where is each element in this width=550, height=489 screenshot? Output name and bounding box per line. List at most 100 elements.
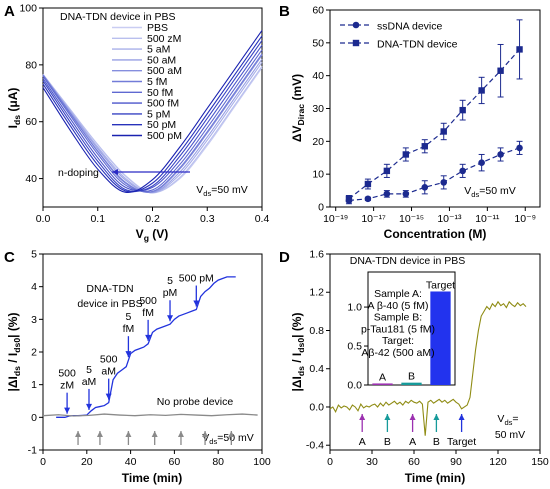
bar-label: B <box>408 371 415 383</box>
y-tick-label: 100 <box>19 3 37 15</box>
panel-letter: D <box>279 249 290 266</box>
data-line <box>348 49 520 200</box>
marker <box>459 167 466 175</box>
legend-label: 5 fM <box>147 76 167 88</box>
bar <box>372 383 393 385</box>
annotation-note: n-doping <box>58 167 99 179</box>
text-part: =50 mV <box>211 184 247 196</box>
text-part: / I <box>290 353 304 366</box>
arrow-head <box>112 169 118 175</box>
panel-letter: A <box>4 3 15 20</box>
text-part: ds <box>203 189 211 198</box>
arrow-head <box>177 431 184 437</box>
x-tick-label: 120 <box>489 456 507 468</box>
legend-label: DNA-TDN device <box>377 39 458 51</box>
data-line <box>42 53 263 193</box>
bar <box>401 382 422 385</box>
addition-label: aM <box>101 366 116 378</box>
addition-arrow <box>85 388 92 410</box>
x-axis-label: Concentration (M) <box>384 227 487 241</box>
annotation-title: DNA-TDN <box>86 283 133 295</box>
text-part: V <box>202 432 209 444</box>
control-arrow <box>202 431 209 445</box>
x-tick-label: 10⁻¹⁵ <box>399 213 424 225</box>
inset-note: p-Tau181 (5 fM) <box>361 323 435 335</box>
legend-marker <box>352 21 360 29</box>
panel-letter: B <box>279 3 290 20</box>
arrow-head <box>359 414 366 420</box>
control-arrow <box>177 431 184 445</box>
inset-note: Target: <box>382 335 414 347</box>
marker <box>345 195 353 202</box>
control-arrow <box>75 431 82 445</box>
arrow-head <box>228 431 235 437</box>
x-tick-label: 150 <box>531 456 549 468</box>
addition-arrow <box>167 300 174 322</box>
addition-label: zM <box>60 380 74 392</box>
text-part: |ΔI <box>290 376 304 391</box>
marker <box>421 184 429 191</box>
y-tick-label: 60 <box>312 5 324 17</box>
y-tick-label: 0.0 <box>309 401 324 413</box>
annotation-condition: Vds= <box>497 413 518 427</box>
y-axis-label: |ΔIds / Ids0| (%) <box>6 313 22 392</box>
data-line <box>348 147 520 202</box>
text-part: V <box>464 185 471 197</box>
y-tick-label: 0.8 <box>309 325 324 337</box>
x-tick-label: 0.3 <box>200 213 215 225</box>
inset-title: DNA-TDN device in PBS <box>350 255 466 267</box>
plot-frame <box>329 253 541 451</box>
doping-arrow <box>112 169 190 175</box>
addition-arrow <box>105 378 112 400</box>
legend-label: 5 aM <box>147 44 170 56</box>
arrow-head <box>85 403 92 410</box>
addition-label: fM <box>142 307 154 319</box>
addition-label: 500 <box>100 354 118 366</box>
y-tick-label: 0 <box>31 412 37 424</box>
injection-label: B <box>433 436 440 448</box>
legend-label: 5 pM <box>147 108 170 120</box>
data-line <box>42 40 263 193</box>
marker <box>402 151 410 158</box>
y-tick-label: 50 <box>312 37 324 49</box>
data-line <box>329 300 527 436</box>
y-tick-label: 40 <box>312 70 324 82</box>
legend-label: 500 zM <box>147 33 181 45</box>
legend-label: 500 pM <box>147 130 182 142</box>
marker <box>478 159 485 166</box>
text-part: g <box>144 233 149 243</box>
control-arrow <box>228 431 235 445</box>
text-part: Dirac <box>296 104 306 126</box>
text-part: ΔV <box>290 125 304 142</box>
y-tick-label: 10 <box>312 169 324 181</box>
addition-label: 5 <box>167 275 173 287</box>
y-tick-label: 4 <box>31 281 37 293</box>
addition-label: 5 <box>86 364 92 376</box>
arrow-head <box>75 431 82 437</box>
text-part: I <box>6 125 20 128</box>
marker <box>497 67 504 74</box>
legend-label: 50 aM <box>147 54 176 66</box>
x-tick-label: 0.0 <box>36 213 51 225</box>
legend-label: PBS <box>147 22 168 34</box>
x-tick-label: 0 <box>40 456 46 468</box>
text-part: =50 mV <box>479 185 515 197</box>
text-part: Time (min) <box>122 471 182 485</box>
marker <box>383 190 391 198</box>
x-axis-label: Time (min) <box>405 471 465 485</box>
marker <box>516 144 523 152</box>
injection-arrow <box>433 414 440 432</box>
arrow-head <box>151 431 158 437</box>
injection-arrow <box>359 414 366 432</box>
addition-label: 500 <box>58 368 76 380</box>
addition-arrow <box>145 319 152 341</box>
data-line <box>42 35 263 193</box>
y-tick-label: 40 <box>25 173 37 185</box>
bar <box>430 291 451 385</box>
inset-note: A β-40 (5 fM) <box>368 300 429 312</box>
injection-arrow <box>458 414 465 432</box>
marker <box>421 143 428 150</box>
legend-label: 50 pM <box>147 119 176 131</box>
x-tick-label: 10⁻¹⁷ <box>361 213 386 225</box>
y-tick-label: 0.4 <box>309 363 324 375</box>
